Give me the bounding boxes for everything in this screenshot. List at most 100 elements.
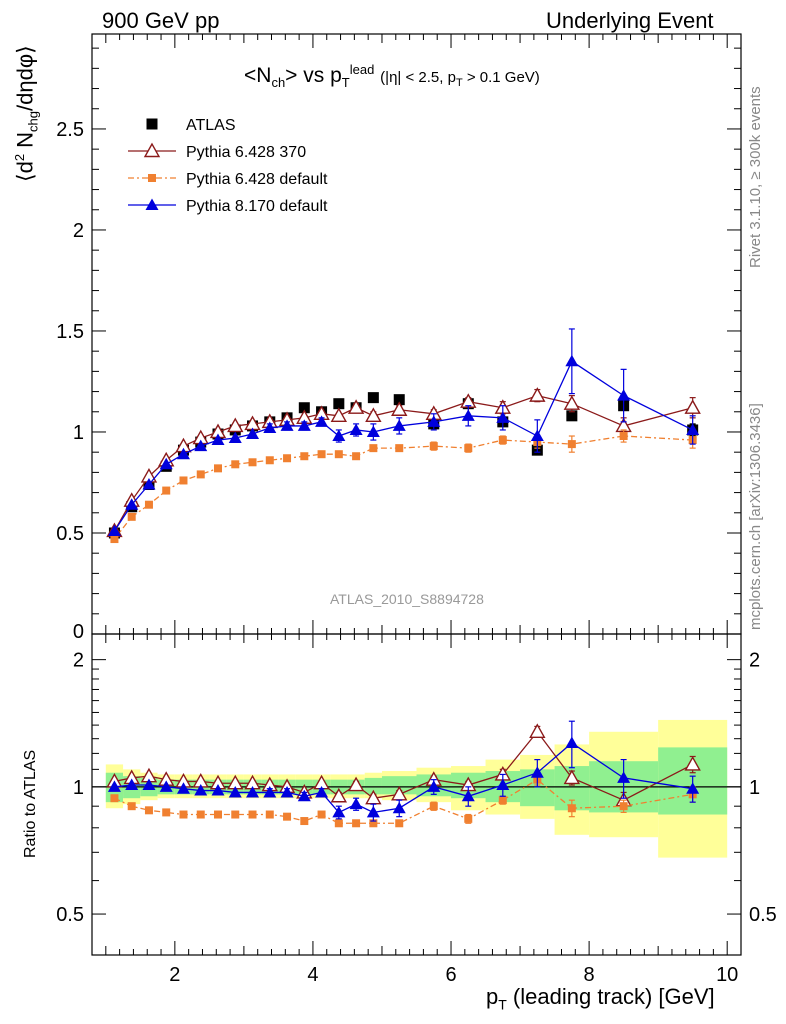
main-point [395,444,404,453]
main-point [392,419,406,431]
mcplots-reference-label: mcplots.cern.ch [arXiv:1306.3436] [747,403,764,630]
main-point [231,460,240,469]
ratio-point [194,784,208,796]
main-point [300,452,309,461]
ratio-point [334,819,343,828]
ratio-point [315,785,329,798]
ratio-point [464,814,473,823]
ratio-point [214,810,223,819]
ratio-point [352,819,361,828]
main-point [330,407,348,423]
ratio-point [265,810,274,819]
main-point [196,470,205,479]
y-tick-label-top: 2 [73,220,84,242]
y-tick-label-top: 2.5 [56,119,84,141]
main-point [228,431,242,444]
y-tick-label-top: 0.5 [56,523,84,545]
ratio-point [196,810,205,819]
ratio-point [248,810,257,819]
ratio-point [300,817,309,826]
ratio-point [461,789,475,802]
ratio-point [332,805,346,818]
main-point [496,411,510,423]
main-point [365,407,382,423]
main-point [566,410,578,422]
y-axis-label-bottom: Ratio to ATLAS [22,749,39,858]
ratio-point [395,819,404,828]
ratio-point [392,801,406,814]
ratio-point [280,785,294,798]
ratio-y-tick-label-right: 0.5 [749,904,777,926]
main-point [352,452,361,461]
main-point [297,419,311,431]
ratio-point [565,736,579,748]
ratio-point [427,780,441,792]
ratio-point [231,810,240,819]
ratio-point [496,778,510,791]
ratio-point [144,806,153,815]
main-point [530,429,544,442]
main-point [248,458,257,467]
x-tick-label: 6 [445,964,456,986]
legend-label-pythia-6-428-default: Pythia 6.428 default [186,171,328,188]
ratio-point [366,805,380,818]
legend-marker-pythia-6-428-370 [143,142,161,158]
main-point [265,456,274,465]
main-point [529,387,546,402]
main-point [393,394,405,406]
main-point [263,421,277,433]
ratio-point [347,776,365,792]
legend-label-pythia-6-428-370: Pythia 6.428 370 [186,144,306,161]
ratio-y-tick-label-right: 2 [749,650,760,672]
ratio-point [263,785,277,798]
legend-marker-atlas [146,118,158,130]
ratio-point [246,785,260,798]
axis-layer: 2 4 6 8 10 0 0.5 1 1.5 2 2.5 0.5 0.5 1 1 2 2 [56,33,777,986]
ratio-point [567,804,576,813]
y-tick-label-top: 1 [73,422,84,444]
main-point [464,444,473,453]
header-left: 900 GeV pp [102,8,220,33]
main-series-pythia-6-428-default [110,429,697,544]
ratio-point [125,778,139,791]
main-point [127,512,136,521]
main-point [317,450,326,459]
main-point [283,454,292,463]
main-point [176,447,190,460]
main-point [369,444,378,453]
ratio-point [429,802,438,811]
ratio-point [349,797,363,810]
ratio-point [330,787,348,803]
ratio-y-tick-label-left: 1 [73,777,84,799]
main-series-pythia-6-428-370 [106,387,701,538]
series-layer [106,328,701,828]
ratio-point [283,812,292,821]
x-axis-label: pT (leading track) [GeV] [486,984,715,1013]
main-point [563,395,581,410]
main-point [461,409,475,421]
main-point [142,478,156,490]
main-point [427,415,441,427]
main-point [211,433,225,446]
main-point [125,498,139,510]
main-point [567,440,576,449]
x-tick-label: 10 [716,964,738,986]
main-point [280,419,294,431]
ratio-point [127,802,136,811]
ratio-y-tick-label-left: 2 [73,650,84,672]
main-point [246,427,260,439]
main-line-pythia-6-428-default [113,435,693,540]
main-point [498,436,507,445]
main-point [162,486,171,495]
ratio-point [142,778,156,791]
ratio-point [498,796,507,805]
main-point [298,402,310,414]
main-point [617,389,631,401]
y-axis-label-top: ⟨d2 Nchg/dηdφ⟩ [12,45,41,182]
ratio-point [684,755,701,771]
ratio-series-pythia-6-428-default [110,773,697,828]
ratio-point [530,766,544,778]
main-point [686,423,700,435]
rivet-version-label: Rivet 3.1.10, ≥ 300k events [747,86,764,268]
main-point [110,535,119,544]
